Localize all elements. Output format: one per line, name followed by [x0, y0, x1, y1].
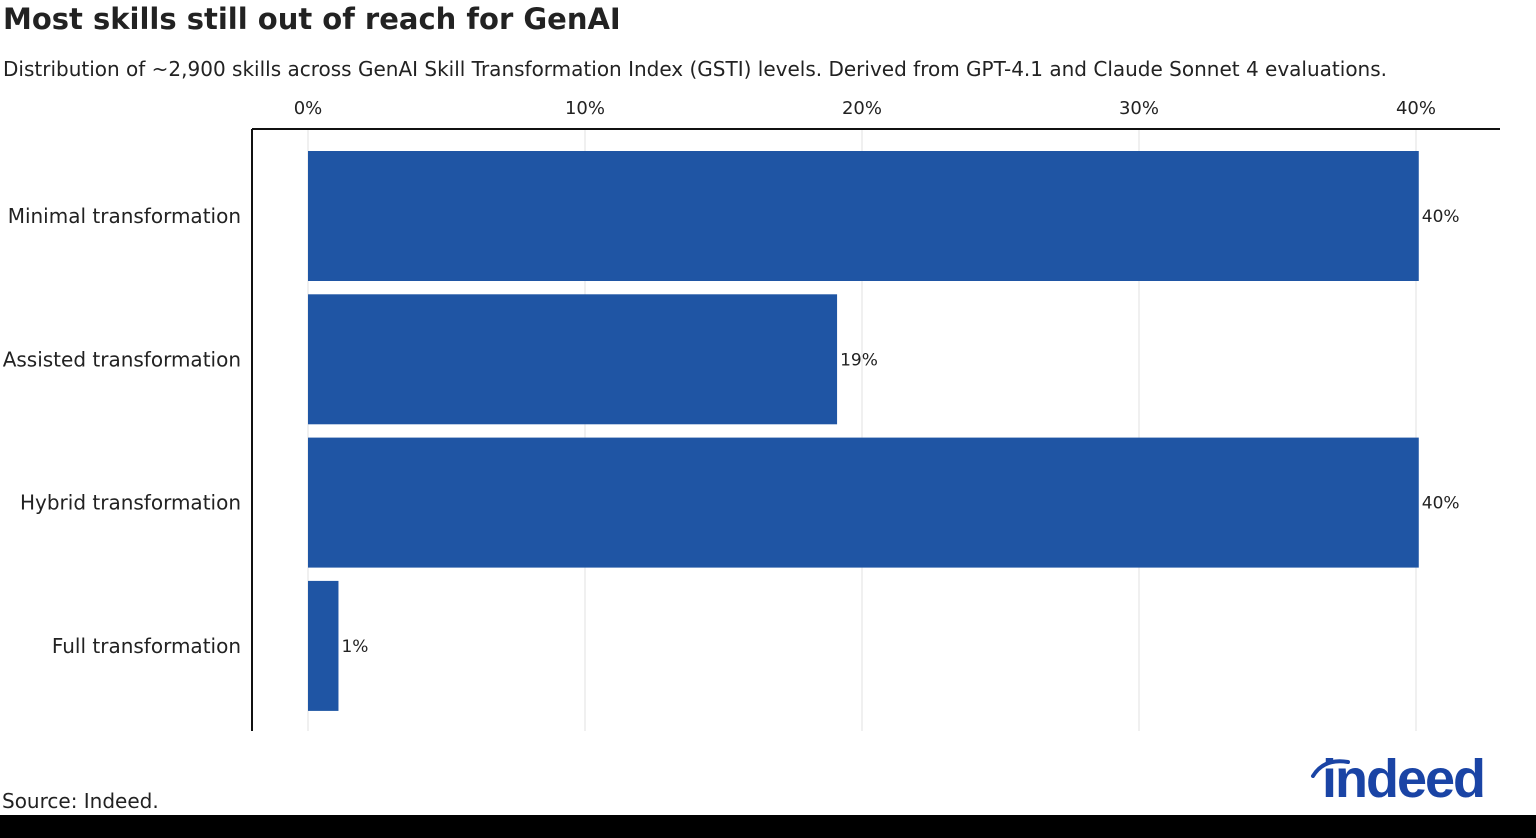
bar	[308, 151, 1419, 281]
bar-value-label: 40%	[1422, 207, 1460, 227]
x-tick-label: 30%	[1119, 98, 1159, 119]
bar-value-label: 19%	[840, 350, 878, 370]
indeed-logo: indeed	[1321, 749, 1486, 809]
y-category-label: Full transformation	[52, 634, 241, 658]
y-category-label: Assisted transformation	[3, 347, 241, 371]
x-tick-label: 10%	[565, 98, 605, 119]
y-category-label: Hybrid transformation	[20, 491, 241, 515]
bar-chart: 0% 10% 20% 30% 40% Minimal transformation 40% A…	[3, 98, 1500, 731]
x-tick-label: 20%	[842, 98, 882, 119]
chart-subtitle: Distribution of ~2,900 skills across Gen…	[3, 57, 1388, 81]
source-note: Source: Indeed.	[2, 789, 159, 813]
bar	[308, 580, 339, 711]
bottom-bar	[0, 815, 1536, 838]
bar	[308, 437, 1419, 568]
y-category-label: Minimal transformation	[8, 204, 241, 228]
bar	[308, 294, 838, 425]
chart-title: Most skills still out of reach for GenAI	[3, 2, 621, 36]
x-tick-label: 0%	[294, 98, 323, 119]
bar-value-label: 40%	[1422, 494, 1460, 514]
bar-value-label: 1%	[341, 637, 368, 657]
x-tick-label: 40%	[1396, 98, 1436, 119]
logo-arc-icon	[1311, 759, 1350, 778]
